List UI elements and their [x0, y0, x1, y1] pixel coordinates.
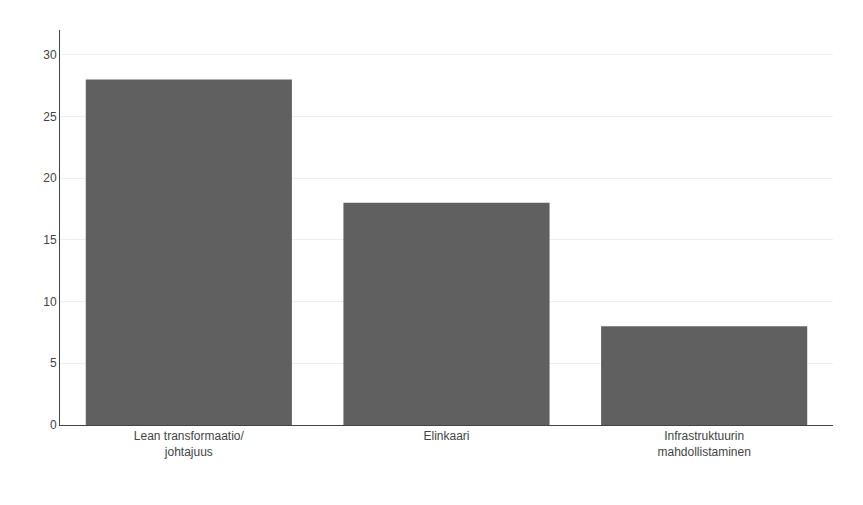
svg-text:5: 5 [50, 356, 57, 370]
svg-text:Elinkaari: Elinkaari [423, 429, 469, 443]
svg-text:Infrastruktuurinmahdollistamin: Infrastruktuurinmahdollistaminen [657, 429, 750, 459]
svg-text:25: 25 [43, 110, 57, 124]
svg-text:20: 20 [43, 171, 57, 185]
svg-text:15: 15 [43, 233, 57, 247]
svg-text:10: 10 [43, 295, 57, 309]
svg-text:Lean transformaatio/johtajuus: Lean transformaatio/johtajuus [134, 429, 245, 459]
svg-text:0: 0 [50, 418, 57, 432]
svg-text:30: 30 [43, 48, 57, 62]
